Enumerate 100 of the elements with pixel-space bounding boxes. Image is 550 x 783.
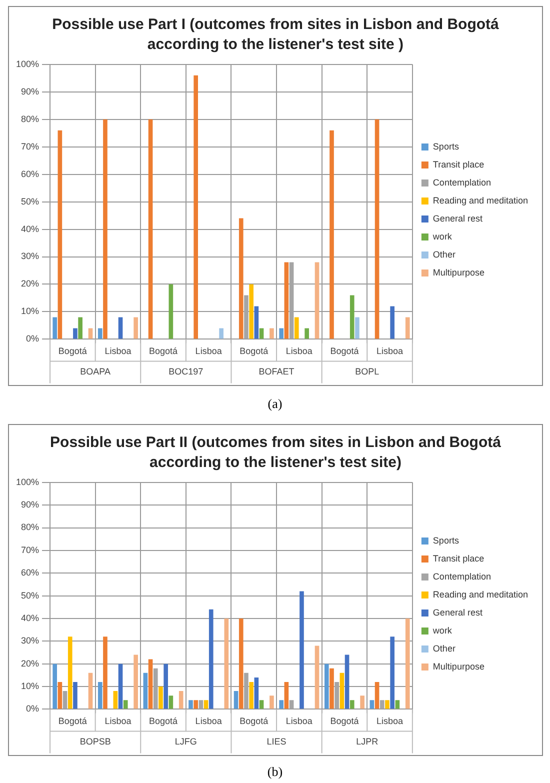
bar (395, 700, 400, 709)
legend-label: Multipurpose (432, 661, 484, 672)
bar (118, 317, 123, 339)
y-tick-label: 80% (21, 114, 40, 124)
bar (68, 636, 72, 709)
y-tick-label: 100% (16, 476, 40, 487)
text: (b) (266, 764, 284, 780)
y-tick-label: 40% (21, 612, 40, 623)
text: BOAPA (80, 366, 110, 377)
bar (208, 609, 214, 709)
bar (88, 672, 93, 709)
bar (194, 75, 198, 339)
bar (134, 317, 138, 339)
legend-label: Transit place (432, 553, 484, 564)
y-tick-label: 10% (21, 681, 40, 692)
bar (284, 682, 289, 709)
legend-label: General rest (432, 607, 483, 618)
legend-label: Sports (432, 535, 460, 546)
y-tick-label: 30% (21, 251, 40, 262)
text: BOPL (355, 366, 380, 377)
bar (103, 119, 108, 339)
bar (249, 682, 254, 709)
bar (370, 700, 374, 709)
chart-title: Possible use Part I (outcomes from sites in Lisbon and Bogotá according to the listener's test site ) (51, 15, 500, 54)
legend-label: Other (432, 249, 456, 260)
legend-label: Contemplation (432, 177, 491, 188)
bar (314, 262, 320, 339)
bar (194, 700, 198, 709)
bar (360, 696, 364, 709)
y-tick-label: 100% (16, 58, 40, 69)
x-tick-label: Lisboa (376, 346, 404, 356)
bar (73, 682, 78, 709)
text: LJPR (356, 736, 379, 747)
bar (385, 700, 390, 709)
bar (390, 636, 394, 709)
bar (284, 262, 289, 339)
x-tick-label: Lisboa (195, 346, 222, 356)
y-tick-label: 70% (21, 544, 40, 555)
legend-label: work (432, 625, 452, 636)
y-tick-label: 20% (21, 658, 40, 668)
bar (238, 618, 244, 709)
x-tick-label: Lisboa (376, 716, 404, 726)
bar (113, 691, 118, 709)
bar (254, 677, 259, 709)
y-tick-label: 90% (21, 500, 40, 510)
y-tick-label: 80% (21, 522, 40, 532)
bar (259, 328, 264, 339)
x-tick-label: Bogotá (240, 716, 268, 726)
x-tick-label: Bogotá (240, 346, 268, 356)
bar (98, 328, 102, 339)
y-tick-label: 70% (21, 141, 40, 152)
y-tick-label: 40% (21, 224, 40, 234)
text: LIES (266, 736, 286, 747)
bar (118, 664, 123, 709)
bar (78, 317, 82, 339)
y-tick-label: 50% (21, 590, 40, 600)
chart-title: Possible use Part II (outcomes from sites in Lisbon and Bogotá according to the listener's test site) (49, 433, 502, 472)
bar (143, 672, 148, 709)
bar (238, 218, 244, 339)
bar (73, 328, 78, 339)
legend-label: General rest (432, 213, 483, 224)
bar (168, 696, 174, 709)
y-tick-label: 30% (21, 636, 40, 646)
bar (350, 295, 354, 339)
bar (88, 328, 93, 339)
bar (270, 696, 274, 709)
x-tick-label: Lisboa (104, 346, 132, 356)
bar (374, 682, 380, 709)
legend-label: Sports (432, 141, 460, 152)
bar (405, 317, 410, 339)
x-tick-label: Bogotá (330, 716, 359, 726)
legend-label: Reading and meditation (432, 589, 528, 600)
bar (405, 618, 410, 709)
bar (178, 691, 184, 709)
bar (340, 672, 344, 709)
text: (a) (266, 396, 284, 412)
bar (254, 306, 259, 339)
text: BOFAET (258, 366, 295, 377)
x-tick-label: Bogotá (330, 346, 359, 356)
legend-label: Multipurpose (432, 267, 484, 278)
bar (350, 700, 354, 709)
bar (300, 591, 304, 709)
bar (279, 328, 284, 339)
bar (52, 664, 57, 709)
legend-label: Contemplation (432, 571, 491, 582)
text: BOPSB (80, 736, 111, 747)
bar (148, 119, 153, 339)
bar (324, 664, 329, 709)
bar (390, 306, 394, 339)
bar (52, 317, 57, 339)
bar (330, 668, 334, 709)
bar (304, 328, 309, 339)
bar (188, 700, 193, 709)
bar (148, 659, 153, 709)
bar (134, 654, 138, 709)
text: LJFG (174, 736, 197, 747)
y-tick-label: 60% (21, 168, 40, 179)
bar (103, 636, 108, 709)
y-tick-label: 90% (21, 86, 40, 96)
legend-label: Transit place (432, 159, 484, 170)
